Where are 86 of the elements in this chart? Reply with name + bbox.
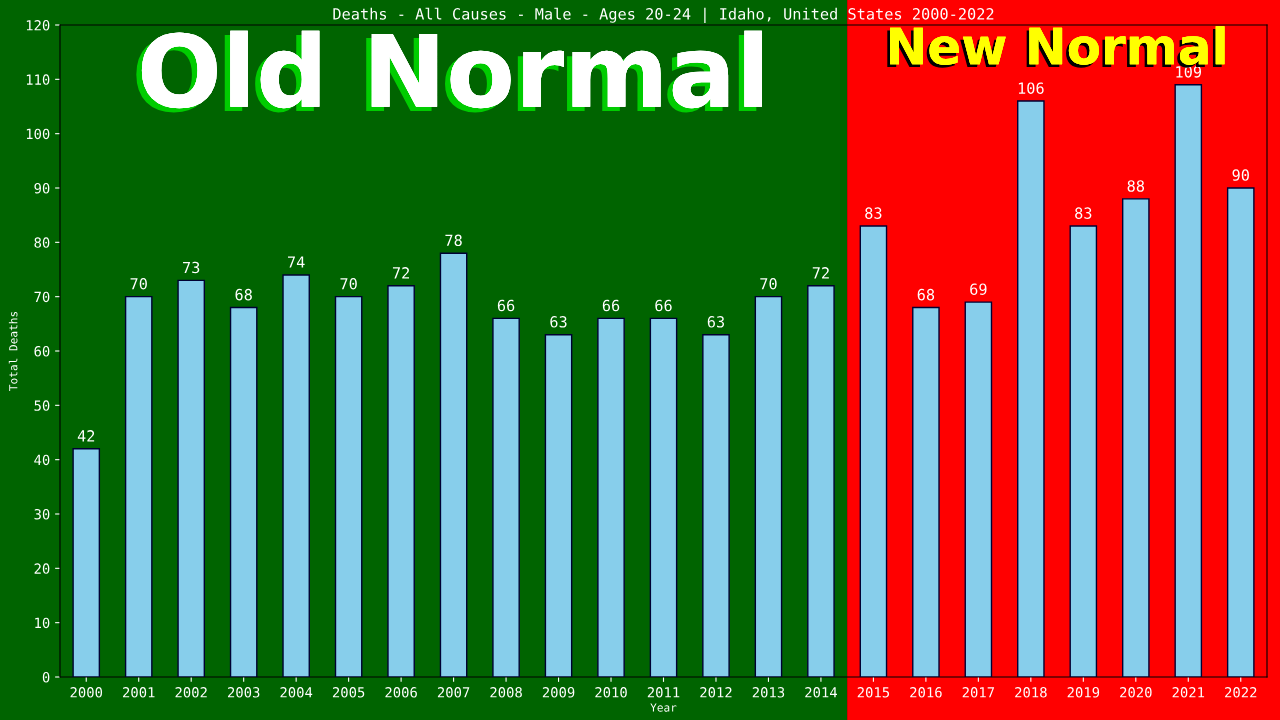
x-tick-label: 2011 xyxy=(647,687,680,698)
data-label: 63 xyxy=(707,316,725,328)
y-tick-label: 30 xyxy=(34,509,50,520)
x-tick-label: 2007 xyxy=(437,687,470,698)
bar xyxy=(334,295,363,677)
x-axis-title: Year xyxy=(650,703,677,712)
bar xyxy=(544,334,573,677)
bar xyxy=(124,295,153,677)
y-tick-label: 10 xyxy=(35,617,50,629)
data-label: 72 xyxy=(392,267,410,279)
data-label: 68 xyxy=(235,288,252,301)
x-tick-label: 2003 xyxy=(227,687,260,698)
bar xyxy=(439,252,468,677)
x-tick-label: 2015 xyxy=(857,687,890,698)
y-tick-label: 40 xyxy=(34,454,50,466)
bar xyxy=(807,285,835,677)
data-label: 66 xyxy=(655,299,672,312)
y-tick-label: 120 xyxy=(26,20,50,31)
bar xyxy=(492,317,520,677)
band-label: Old Normal xyxy=(136,30,762,113)
y-tick-label: 110 xyxy=(26,74,50,85)
x-tick-label: 2010 xyxy=(595,687,627,698)
y-tick-label: 50 xyxy=(34,400,50,411)
bar xyxy=(859,225,888,677)
x-tick-label: 2008 xyxy=(490,687,522,698)
bar xyxy=(1121,198,1150,677)
data-label: 63 xyxy=(550,316,567,328)
data-label: 106 xyxy=(1018,82,1044,94)
x-tick-label: 2018 xyxy=(1015,687,1047,698)
data-label: 90 xyxy=(1232,169,1249,181)
y-tick-label: 70 xyxy=(34,291,50,303)
data-label: 68 xyxy=(917,288,935,301)
x-tick-label: 2021 xyxy=(1172,687,1205,698)
y-tick-label: 90 xyxy=(34,183,50,194)
bar xyxy=(1226,187,1255,677)
x-tick-label: 2019 xyxy=(1067,687,1100,698)
bar xyxy=(754,295,783,677)
bar xyxy=(1017,100,1045,677)
y-tick-label: 80 xyxy=(34,237,50,248)
bar xyxy=(387,285,415,677)
x-tick-label: 2014 xyxy=(805,687,837,698)
x-tick-label: 2012 xyxy=(700,687,732,698)
x-tick-label: 2020 xyxy=(1120,687,1152,698)
bar xyxy=(912,306,940,677)
bar xyxy=(597,317,625,677)
bar xyxy=(1174,84,1203,677)
x-tick-label: 2017 xyxy=(962,687,995,698)
x-tick-label: 2004 xyxy=(280,687,313,698)
bar xyxy=(964,301,993,677)
chart-title: Deaths - All Causes - Male - Ages 20-24 | Idaho, United States 2000-2022 xyxy=(333,7,994,24)
bar xyxy=(229,306,258,677)
y-tick-label: 20 xyxy=(34,563,50,574)
data-label: 78 xyxy=(445,234,462,247)
x-tick-label: 2000 xyxy=(70,687,103,698)
data-label: 72 xyxy=(812,267,829,279)
bar xyxy=(1069,225,1098,677)
data-label: 73 xyxy=(183,261,200,274)
data-label: 70 xyxy=(760,277,777,290)
data-label: 70 xyxy=(340,277,357,290)
x-tick-label: 2005 xyxy=(332,687,365,698)
data-label: 69 xyxy=(970,283,987,295)
bar xyxy=(177,279,206,677)
x-tick-label: 2016 xyxy=(910,687,942,698)
x-tick-label: 2009 xyxy=(542,687,575,698)
y-tick-label: 0 xyxy=(42,672,50,683)
data-label: 70 xyxy=(130,277,147,290)
data-label: 66 xyxy=(497,299,515,312)
data-label: 88 xyxy=(1127,180,1145,192)
x-tick-label: 2006 xyxy=(385,687,417,698)
x-tick-label: 2022 xyxy=(1225,687,1257,698)
data-label: 74 xyxy=(287,256,305,268)
bar xyxy=(702,334,730,677)
x-tick-label: 2001 xyxy=(123,687,155,698)
data-label: 109 xyxy=(1176,66,1202,78)
data-label: 83 xyxy=(865,207,882,219)
y-axis-title: Total Deaths xyxy=(8,311,18,391)
x-tick-label: 2002 xyxy=(175,687,207,698)
y-tick-label: 100 xyxy=(26,128,50,140)
y-tick-label: 60 xyxy=(34,346,50,357)
bar xyxy=(72,448,101,677)
x-tick-label: 2013 xyxy=(752,687,785,698)
data-label: 42 xyxy=(77,430,95,442)
data-label: 66 xyxy=(602,299,620,312)
bar xyxy=(649,317,678,677)
bar xyxy=(282,274,310,677)
data-label: 83 xyxy=(1075,207,1092,219)
